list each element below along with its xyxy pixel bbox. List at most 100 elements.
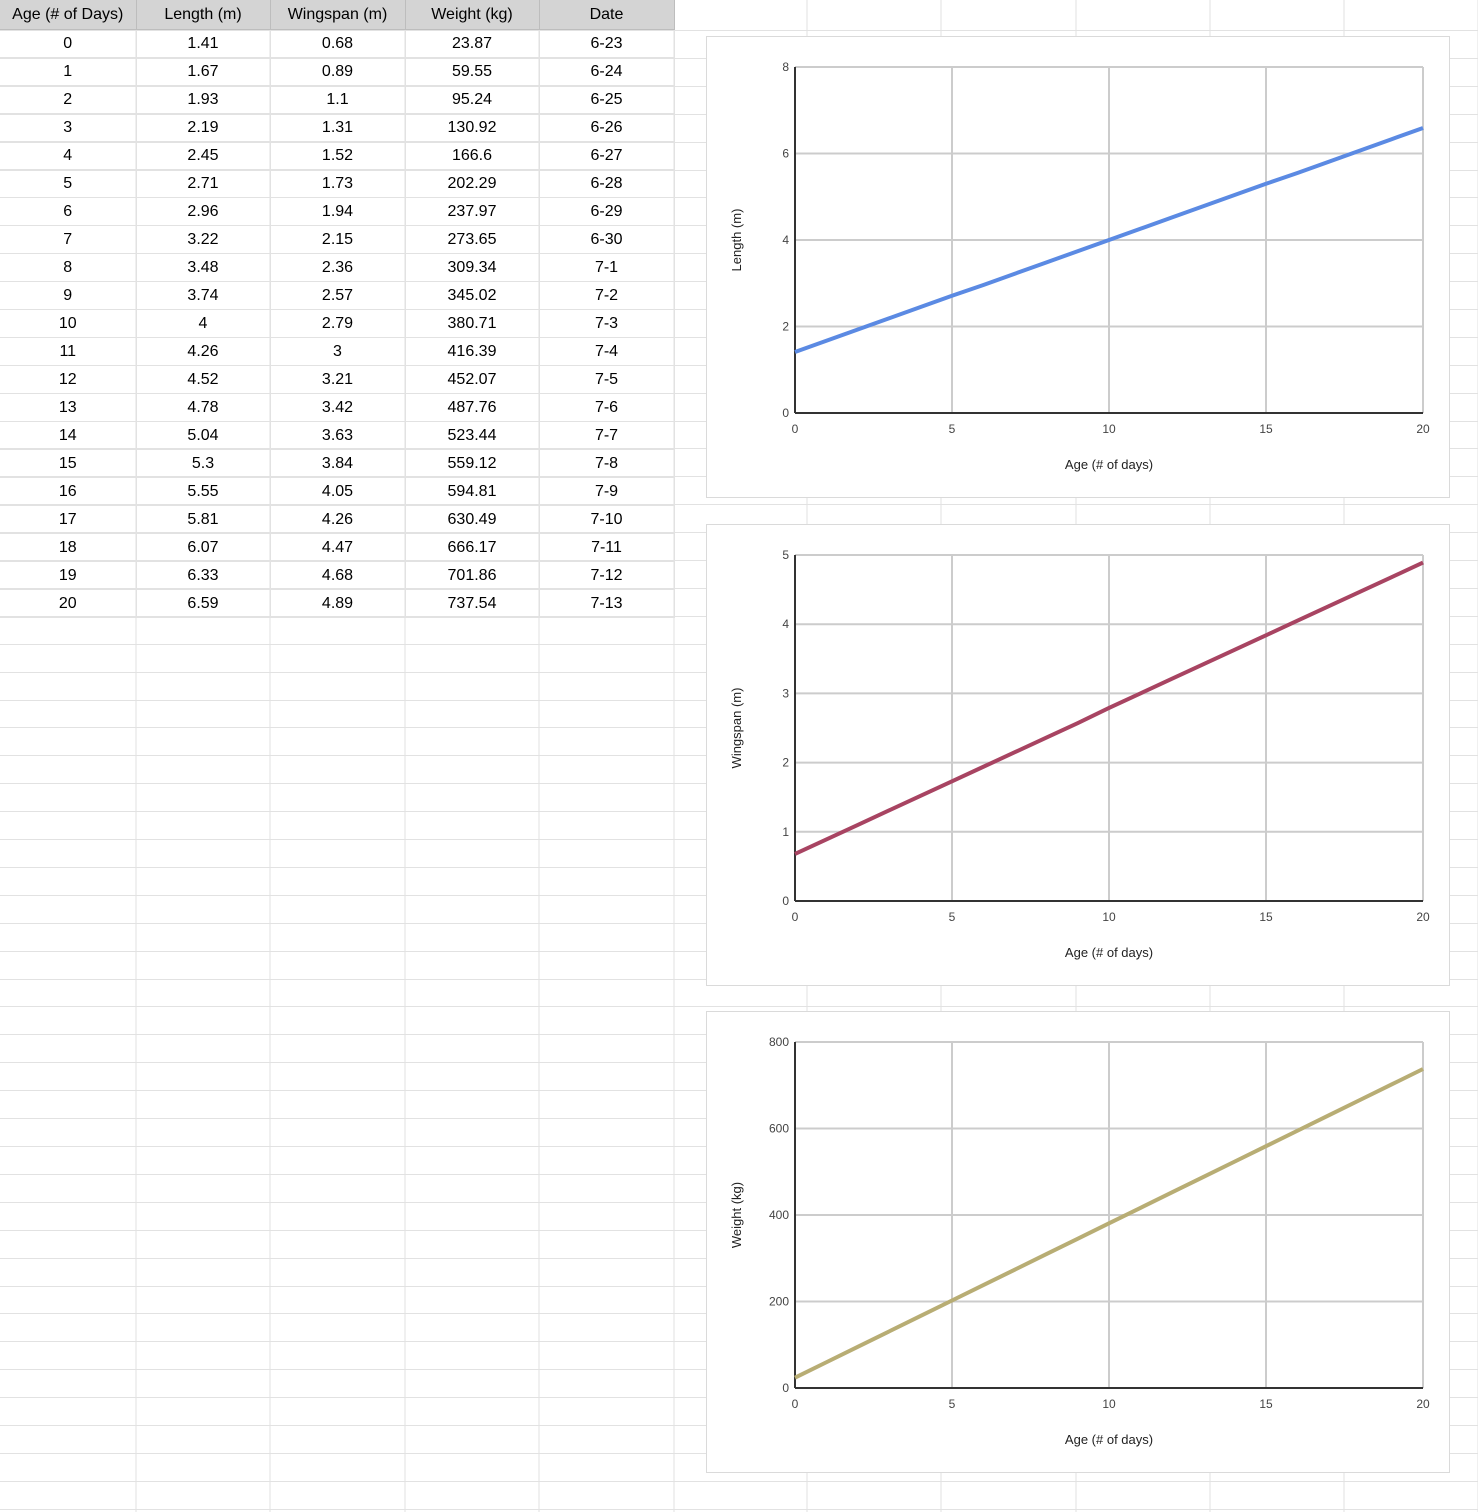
cell-age[interactable]: 11 <box>0 337 137 366</box>
cell-wingspan[interactable]: 4.05 <box>270 477 406 506</box>
cell-weight[interactable]: 559.12 <box>405 449 540 478</box>
cell-length[interactable]: 1.93 <box>136 85 271 114</box>
header-age[interactable]: Age (# of Days) <box>0 0 137 30</box>
cell-length[interactable]: 4.52 <box>136 365 271 394</box>
cell-weight[interactable]: 166.6 <box>405 141 540 170</box>
cell-weight[interactable]: 273.65 <box>405 225 540 254</box>
cell-age[interactable]: 14 <box>0 421 137 450</box>
cell-weight[interactable]: 487.76 <box>405 393 540 422</box>
cell-age[interactable]: 12 <box>0 365 137 394</box>
cell-length[interactable]: 5.81 <box>136 505 271 534</box>
length-chart[interactable]: 0 5 10 15 20 0 2 4 6 8 Age (# of days) Length (m) <box>706 36 1450 498</box>
cell-wingspan[interactable]: 0.89 <box>270 57 406 86</box>
cell-wingspan[interactable]: 4.26 <box>270 505 406 534</box>
cell-length[interactable]: 4 <box>136 309 271 338</box>
cell-age[interactable]: 19 <box>0 561 137 590</box>
cell-date[interactable]: 6-25 <box>539 85 675 114</box>
weight-chart[interactable]: 0 5 10 15 20 0 200 400 600 800 Age (# of days) Weig… <box>706 1011 1450 1473</box>
cell-wingspan[interactable]: 1.73 <box>270 169 406 198</box>
cell-date[interactable]: 6-23 <box>539 29 675 58</box>
cell-age[interactable]: 20 <box>0 589 137 618</box>
cell-weight[interactable]: 380.71 <box>405 309 540 338</box>
cell-wingspan[interactable]: 2.57 <box>270 281 406 310</box>
cell-weight[interactable]: 416.39 <box>405 337 540 366</box>
cell-length[interactable]: 5.55 <box>136 477 271 506</box>
cell-date[interactable]: 7-8 <box>539 449 675 478</box>
header-weight[interactable]: Weight (kg) <box>405 0 540 30</box>
cell-wingspan[interactable]: 3.84 <box>270 449 406 478</box>
wingspan-chart[interactable]: 0 5 10 15 20 0 1 2 3 4 5 Age (# of days) Wingspan (m… <box>706 524 1450 986</box>
cell-age[interactable]: 9 <box>0 281 137 310</box>
cell-weight[interactable]: 345.02 <box>405 281 540 310</box>
cell-date[interactable]: 7-1 <box>539 253 675 282</box>
cell-weight[interactable]: 594.81 <box>405 477 540 506</box>
cell-wingspan[interactable]: 4.89 <box>270 589 406 618</box>
cell-age[interactable]: 17 <box>0 505 137 534</box>
cell-length[interactable]: 2.96 <box>136 197 271 226</box>
cell-date[interactable]: 6-26 <box>539 113 675 142</box>
cell-weight[interactable]: 95.24 <box>405 85 540 114</box>
cell-age[interactable]: 3 <box>0 113 137 142</box>
cell-age[interactable]: 0 <box>0 29 137 58</box>
cell-weight[interactable]: 452.07 <box>405 365 540 394</box>
cell-age[interactable]: 8 <box>0 253 137 282</box>
cell-date[interactable]: 6-24 <box>539 57 675 86</box>
cell-wingspan[interactable]: 1.52 <box>270 141 406 170</box>
cell-weight[interactable]: 666.17 <box>405 533 540 562</box>
cell-weight[interactable]: 23.87 <box>405 29 540 58</box>
cell-length[interactable]: 1.41 <box>136 29 271 58</box>
cell-weight[interactable]: 202.29 <box>405 169 540 198</box>
cell-length[interactable]: 3.74 <box>136 281 271 310</box>
cell-weight[interactable]: 523.44 <box>405 421 540 450</box>
cell-age[interactable]: 6 <box>0 197 137 226</box>
cell-wingspan[interactable]: 2.15 <box>270 225 406 254</box>
cell-length[interactable]: 2.45 <box>136 141 271 170</box>
cell-weight[interactable]: 237.97 <box>405 197 540 226</box>
cell-wingspan[interactable]: 4.68 <box>270 561 406 590</box>
cell-age[interactable]: 13 <box>0 393 137 422</box>
cell-length[interactable]: 6.59 <box>136 589 271 618</box>
cell-wingspan[interactable]: 3.42 <box>270 393 406 422</box>
cell-age[interactable]: 4 <box>0 141 137 170</box>
cell-length[interactable]: 3.22 <box>136 225 271 254</box>
cell-wingspan[interactable]: 3 <box>270 337 406 366</box>
cell-length[interactable]: 6.07 <box>136 533 271 562</box>
cell-age[interactable]: 1 <box>0 57 137 86</box>
cell-date[interactable]: 7-4 <box>539 337 675 366</box>
cell-wingspan[interactable]: 2.79 <box>270 309 406 338</box>
cell-date[interactable]: 7-3 <box>539 309 675 338</box>
cell-date[interactable]: 7-11 <box>539 533 675 562</box>
cell-wingspan[interactable]: 1.94 <box>270 197 406 226</box>
cell-date[interactable]: 7-13 <box>539 589 675 618</box>
cell-weight[interactable]: 630.49 <box>405 505 540 534</box>
cell-date[interactable]: 6-30 <box>539 225 675 254</box>
cell-wingspan[interactable]: 0.68 <box>270 29 406 58</box>
cell-length[interactable]: 4.26 <box>136 337 271 366</box>
cell-length[interactable]: 6.33 <box>136 561 271 590</box>
cell-length[interactable]: 4.78 <box>136 393 271 422</box>
cell-weight[interactable]: 737.54 <box>405 589 540 618</box>
cell-weight[interactable]: 309.34 <box>405 253 540 282</box>
cell-length[interactable]: 2.19 <box>136 113 271 142</box>
cell-length[interactable]: 3.48 <box>136 253 271 282</box>
cell-wingspan[interactable]: 4.47 <box>270 533 406 562</box>
cell-wingspan[interactable]: 1.1 <box>270 85 406 114</box>
cell-age[interactable]: 7 <box>0 225 137 254</box>
cell-date[interactable]: 7-2 <box>539 281 675 310</box>
cell-weight[interactable]: 130.92 <box>405 113 540 142</box>
cell-wingspan[interactable]: 3.21 <box>270 365 406 394</box>
cell-age[interactable]: 5 <box>0 169 137 198</box>
cell-age[interactable]: 2 <box>0 85 137 114</box>
cell-date[interactable]: 7-7 <box>539 421 675 450</box>
cell-date[interactable]: 6-27 <box>539 141 675 170</box>
cell-date[interactable]: 7-5 <box>539 365 675 394</box>
header-length[interactable]: Length (m) <box>136 0 271 30</box>
cell-age[interactable]: 15 <box>0 449 137 478</box>
cell-length[interactable]: 5.3 <box>136 449 271 478</box>
cell-length[interactable]: 1.67 <box>136 57 271 86</box>
cell-wingspan[interactable]: 2.36 <box>270 253 406 282</box>
cell-length[interactable]: 5.04 <box>136 421 271 450</box>
cell-date[interactable]: 7-10 <box>539 505 675 534</box>
cell-age[interactable]: 10 <box>0 309 137 338</box>
cell-weight[interactable]: 59.55 <box>405 57 540 86</box>
